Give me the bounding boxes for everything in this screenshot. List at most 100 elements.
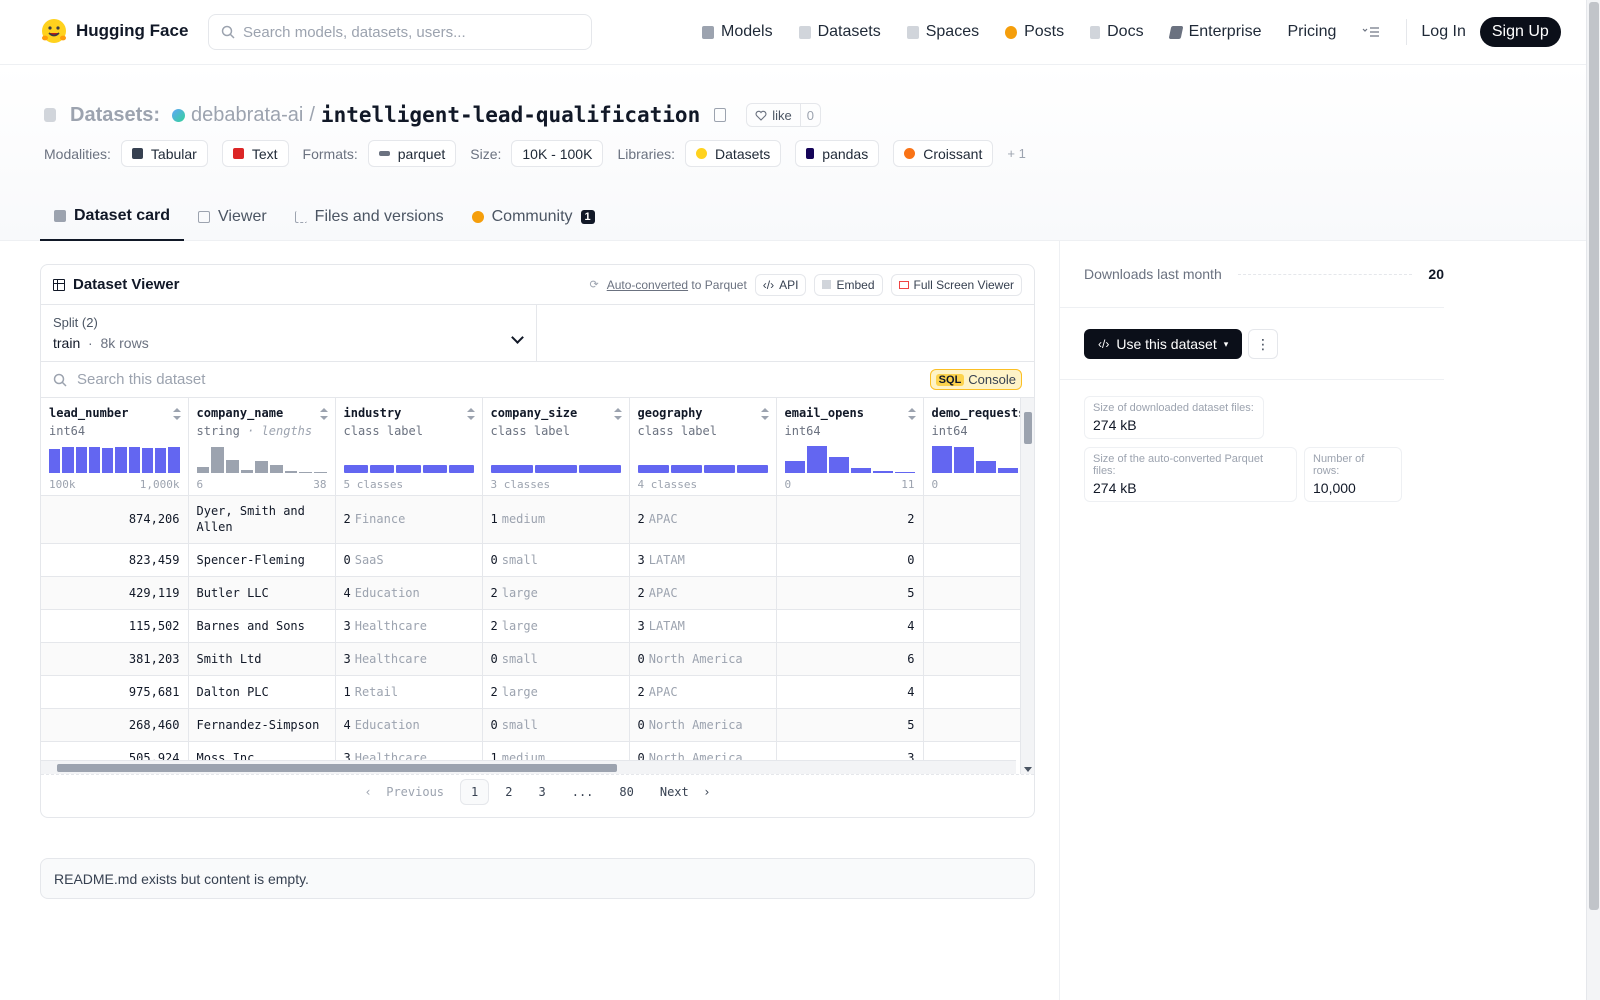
histogram-bar[interactable] (141, 448, 153, 473)
cell-company-size[interactable]: 2 large (482, 609, 630, 643)
cell-industry[interactable]: 2 Finance (335, 495, 483, 544)
vertical-scroll-thumb[interactable] (1024, 412, 1032, 444)
class-bar[interactable] (490, 464, 533, 473)
cell-email-opens[interactable]: 0 (776, 543, 924, 577)
sql-console-button[interactable]: SQL Console (929, 369, 1022, 390)
nav-posts[interactable]: Posts (1005, 23, 1064, 41)
column-histogram[interactable] (931, 445, 1034, 473)
split-selector[interactable]: Split (2) train · 8k rows (41, 305, 537, 361)
tag-size[interactable]: 10K - 100K (511, 140, 604, 167)
class-bar[interactable] (396, 464, 421, 473)
cell-email-opens[interactable]: 5 (776, 576, 924, 610)
cell-industry[interactable]: 4 Education (335, 708, 483, 742)
previous-page-button[interactable]: ‹ Previous (364, 784, 445, 799)
histogram-bar[interactable] (196, 466, 210, 473)
tab-community[interactable]: Community 1 (458, 193, 609, 241)
cell-company-size[interactable]: 2 large (482, 675, 630, 709)
cell-industry[interactable]: 3 Healthcare (335, 642, 483, 676)
histogram-bar[interactable] (313, 471, 327, 473)
class-bar[interactable] (343, 464, 368, 473)
histogram-bar[interactable] (240, 469, 254, 473)
class-bar[interactable] (369, 464, 395, 473)
histogram-bar[interactable] (894, 471, 915, 473)
cell-lead-number[interactable]: 874,206 (41, 495, 189, 544)
cell-demo-requests[interactable] (923, 675, 1034, 709)
histogram-bar[interactable] (102, 447, 114, 473)
horizontal-scrollbar[interactable] (41, 760, 1016, 774)
vertical-scrollbar[interactable] (1020, 398, 1034, 774)
horizontal-scroll-thumb[interactable] (57, 764, 617, 772)
cell-email-opens[interactable]: 5 (776, 708, 924, 742)
table-row[interactable]: 268,460 Fernandez-Simpson 4 Education 0 small… (41, 708, 1034, 742)
more-menu-button[interactable] (1362, 26, 1380, 38)
sort-icon[interactable] (907, 408, 916, 420)
global-search[interactable] (208, 14, 592, 50)
class-bar[interactable] (703, 464, 735, 473)
cell-email-opens[interactable]: 4 (776, 675, 924, 709)
histogram-bar[interactable] (225, 459, 239, 473)
class-bar[interactable] (449, 464, 474, 473)
cell-industry[interactable]: 4 Education (335, 576, 483, 610)
cell-geography[interactable]: 2 APAC (629, 675, 777, 709)
login-link[interactable]: Log In (1421, 23, 1466, 40)
dataset-search-input[interactable] (77, 371, 777, 388)
nav-datasets[interactable]: Datasets (798, 23, 881, 41)
histogram-bar[interactable] (284, 471, 298, 473)
tag-pandas[interactable]: pandas (795, 140, 880, 167)
cell-company-name[interactable]: Dalton PLC (188, 675, 336, 709)
histogram-bar[interactable] (975, 461, 996, 473)
cell-geography[interactable]: 0 North America (629, 642, 777, 676)
column-header-lead-number[interactable]: lead_number int64 100k 1,000k (41, 398, 189, 496)
page-scrollbar[interactable] (1586, 0, 1600, 1000)
class-bar[interactable] (534, 464, 577, 473)
cell-lead-number[interactable]: 975,681 (41, 675, 189, 709)
auto-converted-link[interactable]: Auto-converted to Parquet (607, 278, 747, 292)
tag-datasets-lib[interactable]: Datasets (685, 140, 782, 167)
cell-demo-requests[interactable] (923, 495, 1034, 544)
more-options-button[interactable]: ⋮ (1248, 329, 1278, 359)
cell-lead-number[interactable]: 268,460 (41, 708, 189, 742)
histogram-bar[interactable] (299, 471, 312, 473)
column-header-demo-requests[interactable]: demo_requests int64 0 (923, 398, 1034, 496)
nav-spaces[interactable]: Spaces (906, 23, 979, 41)
use-dataset-button[interactable]: ‹/› Use this dataset ▾ (1084, 329, 1243, 359)
cell-company-name[interactable]: Spencer-Fleming (188, 543, 336, 577)
histogram-bar[interactable] (255, 461, 268, 473)
histogram-bar[interactable] (49, 448, 61, 473)
histogram-bar[interactable] (211, 447, 224, 473)
cell-geography[interactable]: 0 North America (629, 708, 777, 742)
cell-lead-number[interactable]: 115,502 (41, 609, 189, 643)
table-row[interactable]: 823,459 Spencer-Fleming 0 SaaS 0 small 3 LATAM 0 (41, 543, 1034, 577)
column-histogram[interactable] (343, 464, 474, 473)
cell-demo-requests[interactable] (923, 708, 1034, 742)
sort-icon[interactable] (613, 408, 622, 420)
embed-button[interactable]: Embed (814, 273, 883, 296)
page-1[interactable]: 1 (460, 778, 490, 805)
api-button[interactable]: ‹/› API (754, 273, 807, 296)
global-search-input[interactable] (243, 23, 563, 41)
column-header-geography[interactable]: geography class label 4 classes (629, 398, 777, 496)
column-histogram[interactable] (637, 464, 768, 473)
histogram-bar[interactable] (155, 447, 167, 473)
cell-company-size[interactable]: 0 small (482, 543, 630, 577)
cell-company-size[interactable]: 2 large (482, 576, 630, 610)
cell-demo-requests[interactable] (923, 642, 1034, 676)
scroll-down-arrow[interactable] (1024, 767, 1032, 772)
histogram-bar[interactable] (850, 468, 871, 473)
histogram-bar[interactable] (168, 447, 180, 473)
histogram-bar[interactable] (75, 446, 87, 473)
class-bar[interactable] (670, 464, 702, 473)
class-bar[interactable] (736, 464, 768, 473)
class-bar[interactable] (578, 464, 621, 473)
cell-geography[interactable]: 3 LATAM (629, 609, 777, 643)
nav-docs[interactable]: Docs (1090, 23, 1144, 41)
copy-icon[interactable] (714, 108, 727, 122)
table-row[interactable]: 975,681 Dalton PLC 1 Retail 2 large 2 APAC 4 (41, 675, 1034, 709)
tag-tabular[interactable]: Tabular (120, 140, 208, 167)
table-row[interactable]: 874,206 Dyer, Smith and Allen 2 Finance 1 med… (41, 495, 1034, 544)
page-3[interactable]: 3 (538, 784, 546, 799)
sort-icon[interactable] (760, 408, 769, 420)
column-histogram[interactable] (490, 464, 621, 473)
column-histogram[interactable] (196, 445, 327, 473)
